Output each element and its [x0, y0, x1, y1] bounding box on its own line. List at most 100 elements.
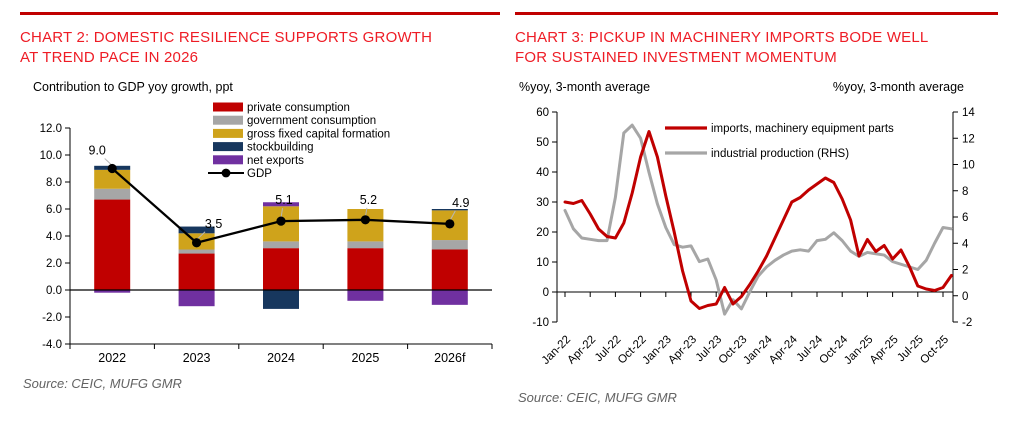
chart2-panel: CHART 2: DOMESTIC RESILIENCE SUPPORTS GR… [20, 0, 500, 391]
bar-segment [94, 188, 131, 200]
svg-text:50: 50 [536, 137, 549, 149]
bar-segment [431, 290, 468, 305]
legend-label: GDP [247, 168, 272, 180]
legend-swatch [213, 128, 243, 138]
svg-text:12.0: 12.0 [40, 123, 62, 135]
svg-text:2025: 2025 [351, 351, 379, 362]
x-tick-label: Apr-23 [666, 334, 699, 367]
bar-segment [347, 241, 384, 249]
legend-label: net exports [247, 155, 304, 167]
legend-label: imports, machinery equipment parts [711, 123, 894, 135]
legend-label: stockbuilding [247, 142, 313, 154]
svg-text:10.0: 10.0 [40, 150, 62, 162]
chart3-top-rule [515, 12, 998, 15]
chart3-panel: CHART 3: PICKUP IN MACHINERY IMPORTS BOD… [515, 0, 998, 405]
bar-segment [178, 290, 215, 307]
chart2-x-axis: 2022 2023 2024 2025 2026f [98, 351, 466, 362]
svg-text:3.5: 3.5 [205, 217, 222, 231]
svg-text:2022: 2022 [98, 351, 126, 362]
chart3-right-axis: -2 0 2 4 6 8 10 12 14 [962, 107, 975, 329]
gdp-marker [445, 219, 455, 229]
bar-segment [431, 240, 468, 250]
svg-text:8: 8 [962, 186, 968, 198]
stacked-bars [94, 165, 468, 309]
chart2-top-rule [20, 12, 500, 15]
gdp-marker [276, 216, 286, 226]
chart3-title-line1: CHART 3: PICKUP IN MACHINERY IMPORTS BOD… [515, 29, 929, 46]
chart3-title-line2: FOR SUSTAINED INVESTMENT MOMENTUM [515, 48, 837, 66]
legend-label: industrial production (RHS) [711, 148, 849, 160]
legend-swatch [213, 142, 243, 152]
svg-text:5.1: 5.1 [275, 193, 292, 207]
svg-text:4.9: 4.9 [452, 196, 469, 210]
gdp-marker [107, 163, 117, 174]
bar-segment [263, 241, 299, 249]
chart3-right-axis-units-label: %yoy, 3-month average [832, 80, 964, 94]
chart2-y-axis: -4.0 -2.0 0.0 2.0 4.0 6.0 8.0 10.0 12.0 [40, 123, 62, 351]
bar-segment [431, 249, 468, 290]
svg-text:2026f: 2026f [434, 351, 466, 362]
svg-text:4: 4 [962, 238, 969, 250]
svg-text:2: 2 [962, 265, 968, 277]
bar-segment [263, 290, 299, 309]
svg-text:30: 30 [536, 197, 549, 209]
bar-segment [178, 249, 215, 254]
svg-text:0: 0 [543, 287, 549, 299]
chart2-axis-units-label: Contribution to GDP yoy growth, ppt [33, 80, 233, 94]
bar-segment [431, 209, 468, 211]
legend-swatch [213, 115, 243, 125]
chart2-source: Source: CEIC, MUFG GMR [23, 376, 182, 391]
svg-text:5.2: 5.2 [360, 193, 377, 207]
svg-text:0: 0 [962, 291, 968, 303]
bar-segment [347, 248, 384, 290]
x-tick-label: Apr-22 [565, 334, 598, 367]
svg-text:12: 12 [962, 133, 975, 145]
svg-text:8.0: 8.0 [46, 177, 62, 189]
x-tick-label: Apr-24 [767, 333, 800, 366]
bar-segment [178, 226, 215, 234]
legend-label: gross fixed capital formation [247, 128, 390, 140]
bar-segment [94, 199, 131, 290]
svg-text:20: 20 [536, 227, 549, 239]
bar-segment [178, 253, 215, 290]
bar-segment [263, 202, 299, 207]
chart3-subtitle-row: %yoy, 3-month average %yoy, 3-month aver… [515, 80, 998, 94]
chart3-title: CHART 3: PICKUP IN MACHINERY IMPORTS BOD… [515, 28, 998, 68]
industrial-production-line [563, 123, 953, 316]
svg-text:-2: -2 [962, 317, 972, 329]
svg-text:0.0: 0.0 [46, 285, 62, 297]
svg-text:-10: -10 [532, 317, 549, 329]
legend-swatch [213, 155, 243, 165]
bar-segment [94, 290, 131, 293]
legend-swatch [213, 102, 243, 112]
svg-text:6: 6 [962, 212, 968, 224]
svg-text:2.0: 2.0 [46, 258, 62, 270]
gdp-marker [192, 238, 202, 248]
svg-text:10: 10 [962, 160, 975, 172]
svg-text:2023: 2023 [183, 351, 211, 362]
chart2-title-line1: CHART 2: DOMESTIC RESILIENCE SUPPORTS GR… [20, 29, 433, 46]
chart2-title-line2: AT TREND PACE IN 2026 [20, 48, 199, 66]
legend-label: private consumption [247, 102, 350, 114]
machinery-imports-line-chart: -100102030405060-202468101214Jan-22Apr-2… [532, 107, 975, 367]
svg-text:-4.0: -4.0 [42, 339, 62, 351]
chart3-left-axis: -10 0 10 20 30 40 50 60 [532, 107, 549, 329]
svg-text:4.0: 4.0 [46, 231, 62, 243]
svg-text:9.0: 9.0 [89, 144, 106, 158]
chart3-legend: imports, machinery equipment parts indust… [665, 123, 894, 160]
svg-text:10: 10 [536, 257, 549, 269]
gdp-marker [360, 215, 370, 225]
svg-text:60: 60 [536, 107, 549, 119]
bar-segment [347, 290, 384, 301]
chart2-subtitle-row: Contribution to GDP yoy growth, ppt [20, 80, 500, 94]
svg-text:-2.0: -2.0 [42, 312, 62, 324]
gdp-data-labels: 9.0 3.5 5.1 5.2 4.9 [89, 144, 470, 248]
svg-text:6.0: 6.0 [46, 204, 62, 216]
chart2-title: CHART 2: DOMESTIC RESILIENCE SUPPORTS GR… [20, 28, 500, 68]
x-tick-label: Oct-25 [918, 334, 951, 367]
svg-text:40: 40 [536, 167, 549, 179]
chart3-source: Source: CEIC, MUFG GMR [518, 390, 677, 405]
gdp-contribution-stacked-bar-chart: -4.0 -2.0 0.0 2.0 4.0 6.0 8.0 10.0 12.0 2022 2023 2… [40, 102, 493, 362]
legend-gdp-marker [221, 168, 231, 178]
